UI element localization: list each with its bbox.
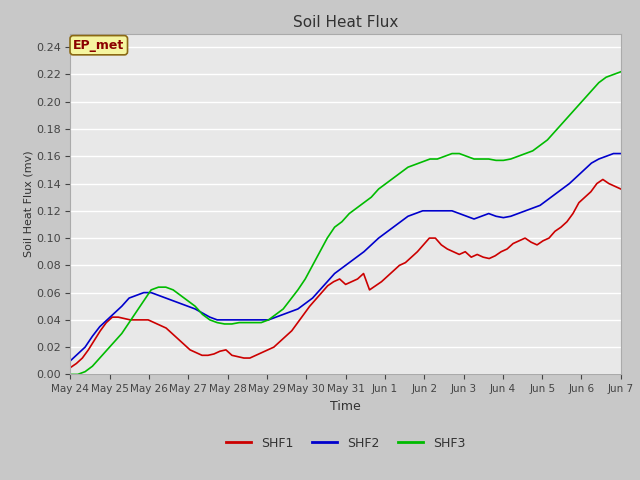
Text: EP_met: EP_met <box>73 39 124 52</box>
SHF3 <box>433 156 441 162</box>
Title: Soil Heat Flux: Soil Heat Flux <box>293 15 398 30</box>
SHF2 <box>617 151 625 156</box>
SHF1 <box>599 177 607 182</box>
Line: SHF3: SHF3 <box>70 72 621 374</box>
SHF1 <box>67 365 74 371</box>
SHF3 <box>67 372 74 377</box>
SHF1 <box>342 282 349 288</box>
SHF1 <box>617 186 625 192</box>
SHF3 <box>419 159 426 165</box>
SHF2 <box>433 208 441 214</box>
SHF2 <box>610 151 618 156</box>
SHF1 <box>180 342 188 348</box>
SHF2 <box>118 303 125 309</box>
SHF3 <box>507 156 515 162</box>
SHF3 <box>118 331 125 336</box>
Line: SHF1: SHF1 <box>70 180 621 368</box>
SHF1 <box>138 317 146 323</box>
Line: SHF2: SHF2 <box>70 154 621 361</box>
X-axis label: Time: Time <box>330 400 361 413</box>
SHF2 <box>419 208 426 214</box>
SHF3 <box>617 69 625 75</box>
Legend: SHF1, SHF2, SHF3: SHF1, SHF2, SHF3 <box>221 432 470 455</box>
SHF2 <box>257 317 265 323</box>
SHF3 <box>257 320 265 325</box>
SHF2 <box>507 214 515 219</box>
SHF2 <box>353 254 360 260</box>
SHF2 <box>67 358 74 364</box>
SHF1 <box>503 246 511 252</box>
Y-axis label: Soil Heat Flux (mv): Soil Heat Flux (mv) <box>23 151 33 257</box>
SHF1 <box>449 249 457 254</box>
SHF3 <box>353 205 360 211</box>
SHF1 <box>156 323 164 328</box>
